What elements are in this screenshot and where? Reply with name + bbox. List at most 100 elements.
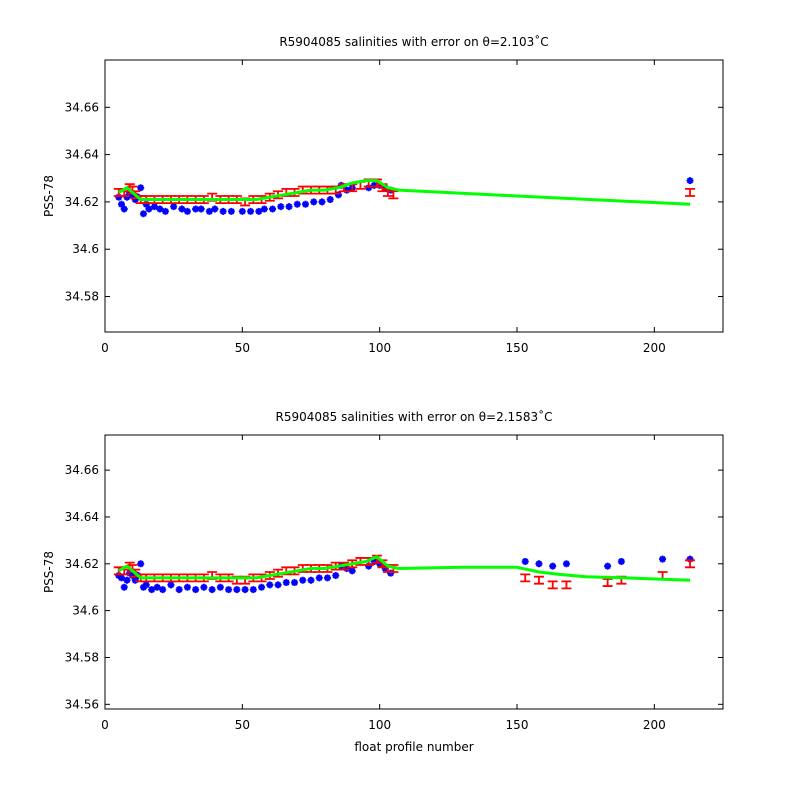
- measured-point: [299, 576, 307, 584]
- measured-point: [156, 205, 164, 213]
- x-tick-label: 50: [235, 718, 250, 732]
- measured-point: [233, 586, 241, 594]
- measured-point: [318, 198, 326, 206]
- measured-point: [150, 203, 158, 211]
- measured-point: [326, 196, 334, 204]
- measured-point: [208, 586, 216, 594]
- x-tick-label: 200: [643, 718, 666, 732]
- measured-point: [139, 210, 147, 218]
- y-tick-label: 34.64: [65, 148, 99, 162]
- error-bar: [685, 188, 696, 197]
- measured-point: [282, 579, 290, 587]
- measured-point: [131, 576, 139, 584]
- measured-point: [343, 564, 351, 572]
- measured-point: [115, 193, 123, 201]
- measured-point: [376, 560, 384, 568]
- x-tick-label: 0: [101, 718, 109, 732]
- measured-point: [197, 205, 205, 213]
- measured-point: [260, 205, 268, 213]
- measured-point: [117, 574, 125, 582]
- measured-point: [238, 207, 246, 215]
- error-bar: [520, 573, 531, 583]
- measured-point: [192, 586, 200, 594]
- measured-point: [365, 562, 373, 570]
- measured-point: [332, 572, 340, 580]
- measured-point: [120, 583, 128, 591]
- measured-point: [343, 186, 351, 194]
- measured-point: [249, 586, 257, 594]
- chart-title: R5904085 salinities with error on θ=2.10…: [279, 34, 548, 49]
- error-bar: [388, 190, 399, 200]
- chart-panel-bottom: R5904085 salinities with error on θ=2.15…: [42, 409, 724, 754]
- measured-point: [137, 560, 145, 568]
- y-tick-label: 34.58: [65, 290, 99, 304]
- measured-point: [167, 581, 175, 589]
- measured-point: [310, 198, 318, 206]
- calibrated-line: [117, 179, 691, 206]
- measured-point: [117, 200, 125, 208]
- measured-point: [225, 586, 233, 594]
- measured-point: [175, 586, 183, 594]
- measured-point: [139, 583, 147, 591]
- measured-point: [247, 207, 255, 215]
- measured-point: [291, 579, 299, 587]
- measured-point: [387, 569, 395, 577]
- axis-ticks: 0 50 100 150 200 34.58 34.6 34.62 34.64 34.66: [65, 60, 723, 355]
- plot-area: [104, 59, 724, 333]
- measured-point: [370, 181, 378, 189]
- measured-point: [145, 205, 153, 213]
- measured-point: [183, 207, 191, 215]
- plot-area: [104, 434, 724, 710]
- measured-point: [274, 581, 282, 589]
- measured-point: [216, 583, 224, 591]
- x-tick-label: 50: [235, 341, 250, 355]
- measured-point: [241, 586, 249, 594]
- measured-point: [120, 205, 128, 213]
- measured-point: [293, 200, 301, 208]
- measured-point: [126, 188, 134, 196]
- error-bar: [602, 578, 613, 587]
- x-tick-label: 150: [506, 341, 529, 355]
- y-axis-label: PSS-78: [42, 551, 56, 593]
- measured-point: [192, 205, 200, 213]
- measured-point: [370, 557, 378, 565]
- measured-point: [153, 583, 161, 591]
- measured-point: [115, 572, 123, 580]
- measured-point: [315, 574, 323, 582]
- x-axis-label: float profile number: [354, 740, 473, 754]
- chart-title: R5904085 salinities with error on θ=2.15…: [276, 409, 553, 424]
- y-tick-label: 34.66: [65, 463, 99, 477]
- error-bar: [561, 580, 572, 590]
- error-bar: [547, 580, 558, 590]
- measured-point: [148, 586, 156, 594]
- measured-point: [277, 203, 285, 211]
- calibrated-line: [117, 555, 691, 582]
- measured-point: [376, 181, 384, 189]
- measured-point: [604, 562, 612, 570]
- measured-point: [178, 205, 186, 213]
- measured-point: [285, 203, 293, 211]
- measured-point: [381, 564, 389, 572]
- y-axis-label: PSS-78: [42, 175, 56, 217]
- measured-point: [266, 581, 274, 589]
- y-tick-label: 34.62: [65, 195, 99, 209]
- measured-point: [219, 207, 227, 215]
- x-tick-label: 0: [101, 341, 109, 355]
- measured-point: [365, 184, 373, 192]
- measured-point: [183, 583, 191, 591]
- measured-point: [269, 205, 277, 213]
- x-tick-label: 200: [643, 341, 666, 355]
- measured-point: [159, 586, 167, 594]
- measured-point: [142, 200, 150, 208]
- measured-point: [161, 207, 169, 215]
- chart-panel-top: R5904085 salinities with error on θ=2.10…: [42, 34, 724, 355]
- measured-point: [227, 207, 235, 215]
- measured-point: [128, 572, 136, 580]
- measured-point: [348, 567, 356, 575]
- measured-point: [686, 555, 694, 563]
- y-tick-label: 34.58: [65, 650, 99, 664]
- measured-point: [535, 560, 543, 568]
- error-bar: [533, 575, 544, 585]
- measured-point: [617, 557, 625, 565]
